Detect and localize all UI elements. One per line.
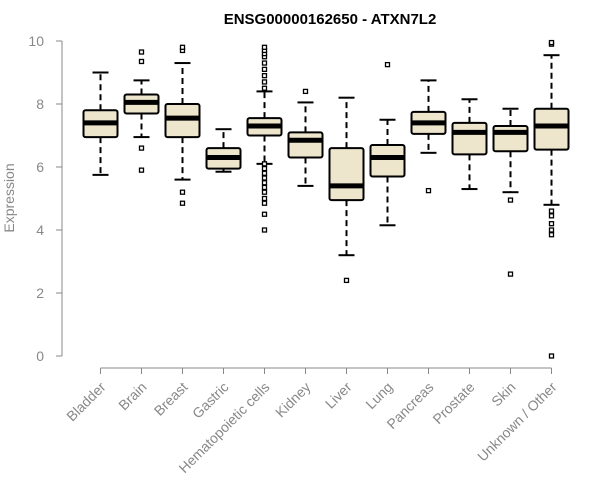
outlier-point — [548, 232, 555, 238]
y-tick-label: 4 — [36, 222, 44, 238]
boxes-group — [82, 39, 570, 359]
x-tick-label: Brain — [115, 379, 149, 413]
chart-title: ENSG00000162650 - ATXN7L2 — [224, 11, 437, 28]
y-tick-label: 8 — [36, 96, 44, 112]
box-iqr — [328, 147, 365, 202]
outlier-point — [138, 49, 145, 55]
box-brain — [123, 49, 160, 173]
outlier-point — [261, 73, 268, 79]
outlier-point — [261, 165, 268, 172]
outlier-point — [343, 277, 350, 284]
outlier-point — [261, 85, 268, 91]
box-unknown-other — [533, 39, 570, 359]
outlier-point — [261, 44, 268, 50]
outlier-point — [507, 197, 514, 203]
outlier-point — [138, 167, 145, 173]
outlier-point — [261, 200, 268, 206]
outlier-point — [179, 200, 186, 206]
x-tick-label: Prostate — [429, 379, 477, 427]
outlier-point — [261, 180, 268, 186]
y-axis: 0 2 4 6 8 10 — [28, 33, 63, 364]
y-tick-label: 0 — [36, 348, 44, 364]
outlier-point — [261, 189, 268, 195]
box-gastric — [205, 128, 242, 173]
y-tick-label: 6 — [36, 159, 44, 175]
outlier-point — [548, 213, 555, 219]
box-prostate — [451, 98, 488, 191]
outlier-point — [138, 58, 145, 65]
outlier-point — [261, 60, 268, 66]
outlier-point — [384, 61, 391, 68]
box-pancreas — [410, 79, 447, 194]
y-tick-label: 10 — [28, 33, 44, 49]
box-lung — [369, 61, 406, 227]
outlier-point — [261, 161, 268, 167]
outlier-point — [261, 175, 268, 181]
outlier-point — [548, 353, 555, 359]
x-tick-label: Breast — [151, 379, 191, 419]
box-iqr — [369, 143, 406, 178]
x-tick-label: Lung — [362, 379, 395, 412]
x-tick-label: Skin — [488, 379, 519, 410]
outlier-point — [261, 184, 268, 191]
x-tick-label: Kidney — [272, 379, 314, 421]
box-iqr — [533, 107, 570, 151]
outlier-point — [548, 208, 555, 214]
outlier-point — [507, 271, 514, 277]
box-skin — [492, 107, 529, 277]
y-tick-label: 2 — [36, 285, 44, 301]
outlier-point — [261, 66, 268, 72]
outlier-point — [179, 44, 186, 50]
box-kidney — [287, 88, 324, 187]
y-axis-label: Expression — [1, 163, 17, 232]
outlier-point — [548, 39, 555, 46]
box-breast — [164, 44, 201, 206]
outlier-point — [261, 195, 268, 202]
outlier-point — [179, 189, 186, 195]
outlier-point — [261, 79, 268, 85]
box-hematopoietic-cells — [246, 44, 283, 233]
x-tick-label: Bladder — [63, 379, 109, 425]
box-iqr — [451, 121, 488, 156]
box-bladder — [82, 71, 119, 176]
box-iqr — [287, 131, 324, 159]
outlier-point — [138, 145, 145, 151]
outlier-point — [261, 211, 268, 217]
outlier-point — [548, 221, 555, 227]
outlier-point — [302, 88, 309, 95]
x-tick-label: Liver — [322, 379, 355, 412]
outlier-point — [261, 227, 268, 233]
box-liver — [328, 96, 365, 284]
outlier-point — [548, 227, 555, 233]
outlier-point — [425, 187, 432, 194]
outlier-point — [261, 170, 268, 176]
box-iqr — [492, 125, 529, 153]
